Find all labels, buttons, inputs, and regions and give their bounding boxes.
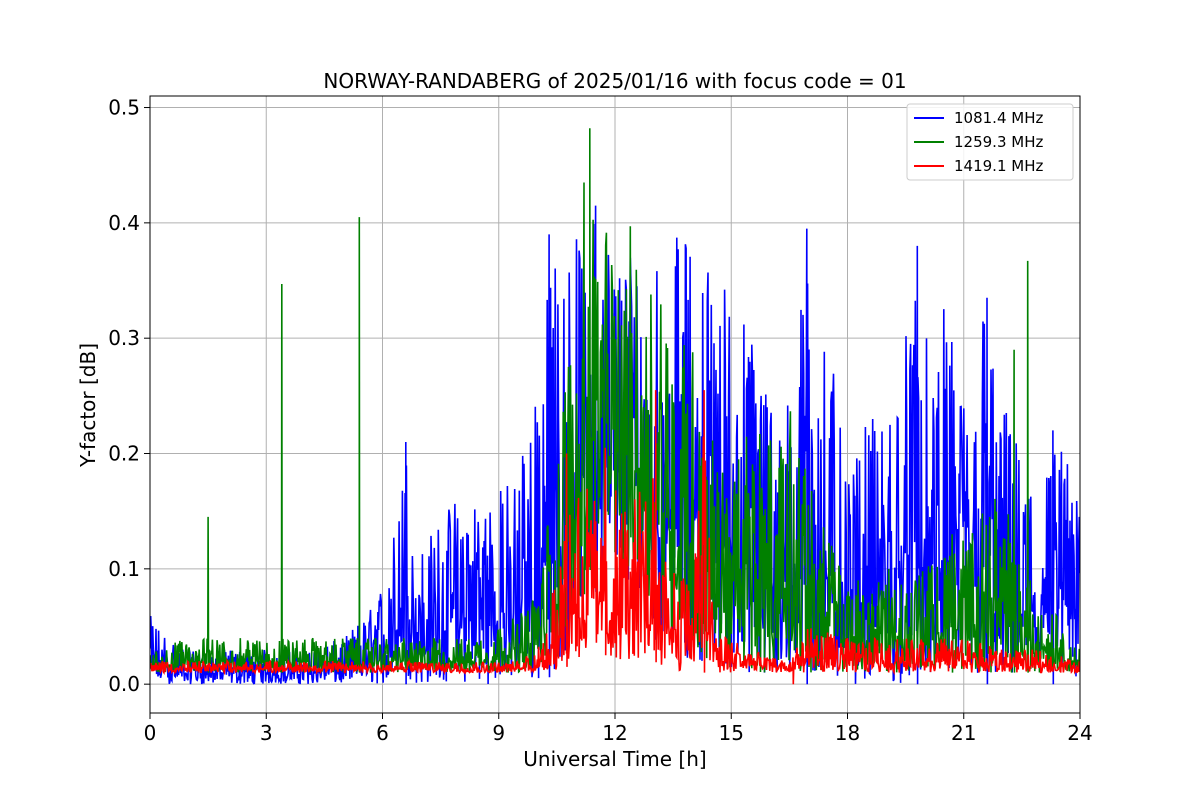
- x-tick-label: 21: [951, 721, 976, 745]
- chart-title: NORWAY-RANDABERG of 2025/01/16 with focu…: [323, 69, 906, 93]
- x-tick-label: 6: [376, 721, 389, 745]
- x-tick-label: 9: [492, 721, 505, 745]
- legend-label: 1259.3 MHz: [954, 133, 1043, 151]
- x-axis-label: Universal Time [h]: [523, 747, 706, 771]
- y-tick-label: 0.1: [108, 557, 140, 581]
- x-tick-label: 18: [835, 721, 860, 745]
- y-axis-label: Y-factor [dB]: [76, 343, 100, 468]
- y-tick-label: 0.3: [108, 326, 140, 350]
- y-tick-label: 0.5: [108, 96, 140, 120]
- x-tick-label: 15: [719, 721, 744, 745]
- legend-label: 1419.1 MHz: [954, 157, 1043, 175]
- y-ticks: 0.0 0.1 0.2 0.3 0.4 0.5: [108, 96, 150, 696]
- x-tick-label: 3: [260, 721, 273, 745]
- x-ticks: 0 3 6 9 12 15 18 21 24: [144, 713, 1093, 745]
- legend-label: 1081.4 MHz: [954, 109, 1043, 127]
- legend-box: [906, 103, 1074, 181]
- y-tick-label: 0.4: [108, 211, 140, 235]
- series-1419-1-mhz: [150, 390, 1080, 685]
- series-layer: [150, 128, 1080, 686]
- y-tick-label: 0.0: [108, 672, 140, 696]
- x-tick-label: 12: [602, 721, 627, 745]
- series-line: [150, 390, 1080, 685]
- legend: 1081.4 MHz 1259.3 MHz 1419.1 MHz: [906, 103, 1074, 181]
- x-tick-label: 24: [1067, 721, 1092, 745]
- y-tick-label: 0.2: [108, 442, 140, 466]
- x-tick-label: 0: [144, 721, 157, 745]
